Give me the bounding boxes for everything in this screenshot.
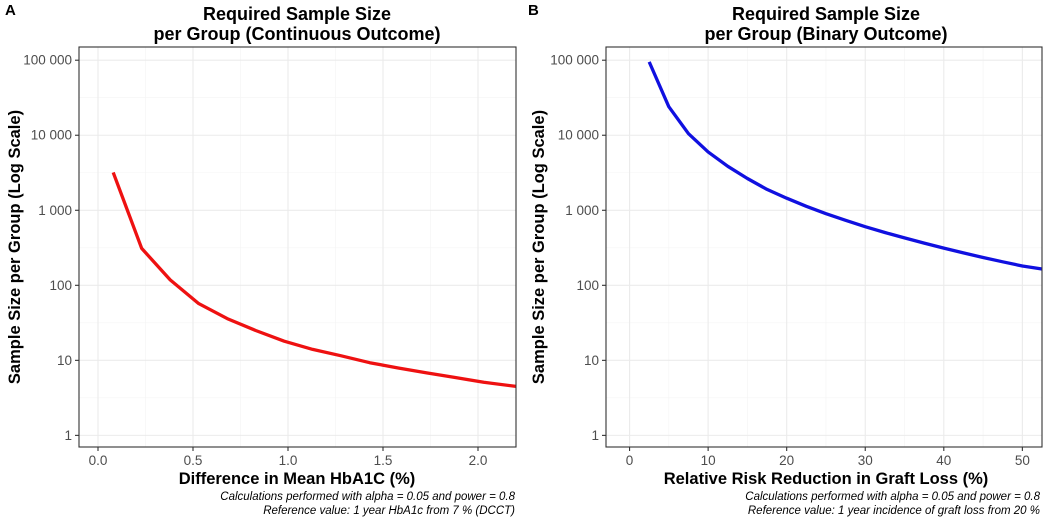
panel-b-x-tick-label: 10 — [701, 453, 716, 468]
panel-a-x-tick-label: 0.5 — [184, 453, 203, 468]
panel-a-panel-border — [78, 46, 517, 448]
panel-b-series-line — [647, 61, 1043, 271]
panel-a-caption-line2: Reference value: 1 year HbA1c from 7 % (… — [263, 505, 515, 517]
panel-b-y-tick-label: 10 — [584, 353, 599, 368]
panel-a-y-tick-label: 10 — [57, 353, 72, 368]
panel-a-y-tick-label: 10 000 — [31, 128, 72, 143]
panel-b-x-tick-label: 50 — [1015, 453, 1030, 468]
panel-b-panel-border — [605, 46, 1043, 448]
panel-b-y-tick-label: 1 — [591, 428, 599, 443]
panel-b-x-axis-title: Relative Risk Reduction in Graft Loss (%… — [664, 470, 989, 488]
panel-a-y-tick-label: 100 000 — [23, 53, 72, 68]
panel-b-letter: B — [528, 2, 539, 19]
panel-b-title-line1: Required Sample Size — [732, 4, 920, 24]
panel-b-x-tick-label: 20 — [779, 453, 794, 468]
panel-b-x-tick-label: 30 — [858, 453, 873, 468]
panel-a-plot-area: 0.0 0.5 1.0 1.5 2.0 1 10 100 1 000 10 000 100 000 — [23, 46, 517, 468]
panel-a-letter: A — [5, 2, 16, 19]
panel-b-caption-line2: Reference value: 1 year incidence of gra… — [748, 505, 1040, 517]
panel-b-y-tick-label: 100 000 — [550, 53, 599, 68]
panel-b-x-tick-label: 0 — [626, 453, 634, 468]
panel-b-y-tick-label: 10 000 — [558, 128, 599, 143]
panel-b-y-axis-title: Sample Size per Group (Log Scale) — [530, 110, 548, 384]
panel-a-y-tick-label: 100 — [49, 278, 72, 293]
panel-b-plot-area: 0 10 20 30 40 50 1 10 100 1 000 10 000 100 000 — [550, 46, 1043, 468]
panel-a-title-line1: Required Sample Size — [203, 4, 391, 24]
panel-b: B Required Sample Size per Group (Binary… — [528, 2, 1043, 517]
panel-b-x-tick-label: 40 — [936, 453, 951, 468]
panel-b-y-tick-label: 100 — [576, 278, 599, 293]
panel-b-caption-line1: Calculations performed with alpha = 0.05… — [745, 491, 1040, 503]
panel-a-x-axis-title: Difference in Mean HbA1C (%) — [179, 470, 416, 488]
panel-b-y-tick-label: 1 000 — [565, 203, 599, 218]
panel-a-y-tick-label: 1 000 — [38, 203, 72, 218]
panel-a-caption-line1: Calculations performed with alpha = 0.05… — [220, 491, 515, 503]
panel-a-y-axis-title: Sample Size per Group (Log Scale) — [6, 110, 24, 384]
panel-a-x-tick-label: 1.5 — [374, 453, 393, 468]
panel-a-x-tick-label: 2.0 — [469, 453, 488, 468]
panel-a-title-line2: per Group (Continuous Outcome) — [154, 24, 441, 44]
panel-a-series-line — [111, 171, 517, 389]
panel-a-x-tick-label: 0.0 — [89, 453, 108, 468]
panel-a-y-tick-label: 1 — [64, 428, 72, 443]
panel-a-x-tick-label: 1.0 — [279, 453, 298, 468]
panel-a: A Required Sample Size per Group (Contin… — [5, 2, 517, 517]
panel-b-title-line2: per Group (Binary Outcome) — [704, 24, 947, 44]
